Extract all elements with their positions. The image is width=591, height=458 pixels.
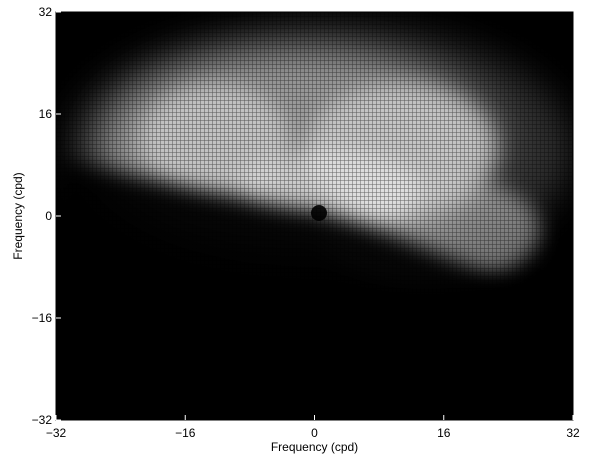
y-tick-label: 16 bbox=[39, 107, 53, 121]
x-tick-label: 0 bbox=[311, 426, 318, 440]
heatmap-image bbox=[56, 12, 573, 420]
y-tick-label: 32 bbox=[39, 5, 53, 19]
y-tick-label: −32 bbox=[32, 413, 53, 427]
x-tick-label: 32 bbox=[566, 426, 580, 440]
x-tick-label: −32 bbox=[46, 426, 67, 440]
y-tick-label: 0 bbox=[45, 209, 52, 223]
y-tick-label: −16 bbox=[32, 311, 53, 325]
heatmap-dark-spot bbox=[311, 205, 327, 221]
axis-ticks: −32 −16 0 16 32 −32 −16 0 16 32 bbox=[32, 5, 580, 440]
x-tick-label: −16 bbox=[175, 426, 196, 440]
y-axis-label: Frequency (cpd) bbox=[11, 172, 25, 259]
x-axis-label: Frequency (cpd) bbox=[271, 440, 358, 454]
x-tick-label: 16 bbox=[437, 426, 451, 440]
